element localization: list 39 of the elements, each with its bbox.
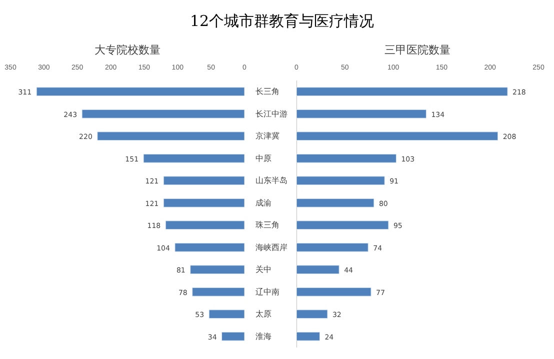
y-tick-label: 京津冀 bbox=[256, 132, 280, 141]
bar bbox=[36, 87, 244, 96]
text: 12个城市群教育与医疗情况 bbox=[190, 11, 374, 32]
bar bbox=[163, 198, 244, 208]
bar bbox=[296, 242, 368, 252]
bar bbox=[296, 132, 498, 141]
y-tick-label: 关中 bbox=[256, 265, 272, 274]
bar bbox=[192, 287, 244, 296]
x-axis-title: 大专院校数量 bbox=[94, 44, 160, 56]
x-axis-title: 三甲医院数量 bbox=[384, 44, 450, 56]
bar bbox=[296, 198, 374, 208]
bar bbox=[82, 109, 244, 118]
bar bbox=[296, 220, 389, 230]
bar bbox=[296, 310, 328, 319]
y-tick-label: 太原 bbox=[256, 310, 272, 319]
y-tick-label: 海峡西岸 bbox=[256, 242, 288, 252]
bar bbox=[296, 265, 340, 274]
y-tick-label: 长江中游 bbox=[256, 109, 288, 118]
bar bbox=[174, 242, 244, 252]
bar bbox=[190, 265, 244, 274]
bar bbox=[165, 220, 244, 230]
y-tick-label: 山东半岛 bbox=[256, 176, 288, 186]
y-tick-label: 成渝 bbox=[256, 198, 272, 208]
y-tick-label: 中原 bbox=[256, 154, 272, 163]
y-tick-label: 长三角 bbox=[256, 87, 280, 96]
bar bbox=[296, 332, 320, 341]
bar bbox=[296, 109, 426, 118]
bar bbox=[97, 132, 244, 141]
y-tick-label: 辽中南 bbox=[256, 287, 280, 296]
bar bbox=[143, 154, 244, 163]
bar bbox=[163, 176, 244, 186]
y-tick-label: 珠三角 bbox=[256, 220, 280, 230]
bar bbox=[296, 287, 372, 296]
y-tick-label: 淮海 bbox=[256, 332, 272, 341]
bar bbox=[296, 154, 396, 163]
bar bbox=[208, 310, 244, 319]
bar bbox=[222, 332, 244, 341]
bar bbox=[296, 176, 385, 186]
bar bbox=[296, 87, 508, 96]
